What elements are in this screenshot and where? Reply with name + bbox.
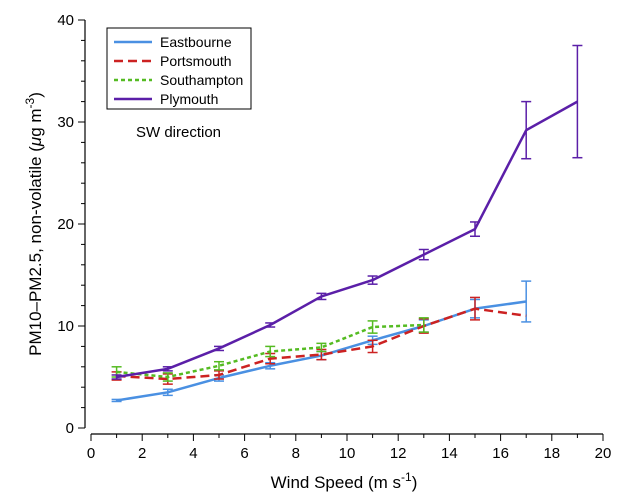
- x-tick-label-4: 4: [189, 445, 197, 462]
- x-tick-label-16: 16: [492, 445, 509, 462]
- x-tick-label-2: 2: [138, 445, 146, 462]
- x-axis-label: Wind Speed (m s-1): [271, 470, 418, 492]
- plot-area: 0 2 4 6 8 10 12 14 16 18 20 0 10 20 30 40: [57, 12, 611, 462]
- x-tick-label-10: 10: [339, 445, 356, 462]
- series-portsmouth: [111, 296, 527, 385]
- x-ticks: 0 2 4 6 8 10 12 14 16 18 20: [87, 434, 612, 462]
- series-line-plymouth: [116, 100, 579, 379]
- x-tick-label-12: 12: [390, 445, 407, 462]
- y-tick-label-0: 0: [66, 420, 74, 437]
- series-line-southampton: [116, 323, 424, 379]
- series-line-portsmouth: [116, 307, 527, 381]
- series-southampton: [111, 317, 429, 382]
- x-tick-label-6: 6: [240, 445, 248, 462]
- series-layer: [111, 44, 583, 403]
- series-plymouth: [111, 44, 583, 380]
- x-tick-label-14: 14: [441, 445, 458, 462]
- y-tick-label-30: 30: [57, 114, 74, 131]
- y-ticks: 0 10 20 30 40: [57, 12, 85, 437]
- x-tick-label-0: 0: [87, 445, 95, 462]
- y-tick-label-40: 40: [57, 12, 74, 29]
- legend: Eastbourne Portsmouth Southampton Plymouth: [106, 27, 252, 110]
- annotation-sw-direction: SW direction: [136, 124, 221, 141]
- legend-label-portsmouth: Portsmouth: [160, 53, 232, 69]
- y-axis-label: PM10–PM2.5, non-volatile (μg m-3): [23, 92, 45, 356]
- x-tick-label-8: 8: [292, 445, 300, 462]
- legend-label-eastbourne: Eastbourne: [160, 34, 232, 50]
- x-tick-label-18: 18: [543, 445, 560, 462]
- legend-label-plymouth: Plymouth: [160, 91, 218, 107]
- y-tick-label-20: 20: [57, 216, 74, 233]
- legend-label-southampton: Southampton: [160, 72, 243, 88]
- y-tick-label-10: 10: [57, 318, 74, 335]
- x-tick-label-20: 20: [595, 445, 612, 462]
